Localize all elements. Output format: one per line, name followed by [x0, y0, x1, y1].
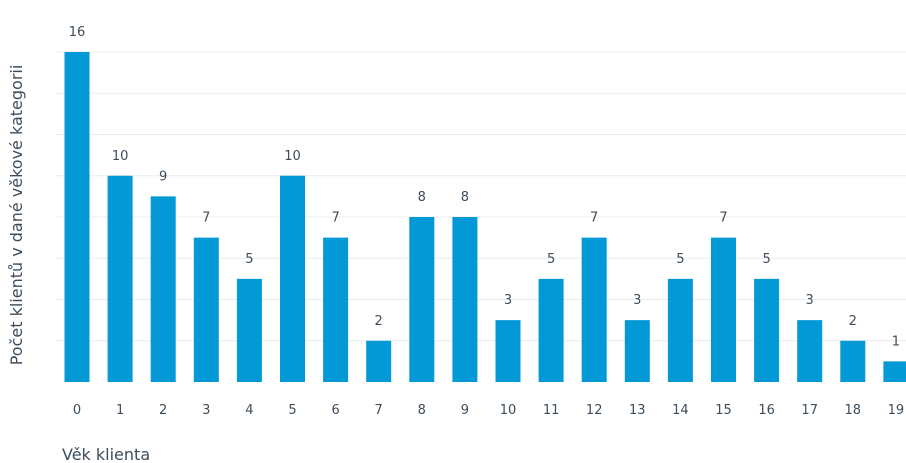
x-tick-label-7: 7 — [375, 403, 383, 418]
x-tick-label-13: 13 — [629, 403, 646, 418]
bar-1 — [107, 175, 133, 382]
data-label-11: 5 — [547, 252, 555, 267]
data-label-14: 5 — [676, 252, 684, 267]
bar-3 — [193, 237, 219, 382]
data-label-12: 7 — [590, 211, 598, 226]
bar-11 — [538, 278, 564, 382]
bar-12 — [581, 237, 607, 382]
x-tick-label-1: 1 — [116, 403, 124, 418]
bar-16 — [754, 278, 780, 382]
bar-9 — [452, 217, 478, 382]
bar-19 — [883, 361, 906, 382]
x-tick-label-2: 2 — [159, 403, 167, 418]
data-label-2: 9 — [159, 169, 167, 184]
x-tick-label-10: 10 — [500, 403, 517, 418]
data-label-8: 8 — [418, 190, 426, 205]
bar-8 — [409, 217, 435, 382]
x-tick-label-18: 18 — [845, 403, 862, 418]
x-axis-title: Věk klienta — [62, 445, 150, 463]
data-label-3: 7 — [202, 211, 210, 226]
x-tick-label-0: 0 — [73, 403, 81, 418]
x-tick-label-4: 4 — [245, 403, 253, 418]
data-label-19: 1 — [892, 334, 900, 349]
bar-4 — [236, 278, 262, 382]
data-label-6: 7 — [331, 211, 339, 226]
data-label-9: 8 — [461, 190, 469, 205]
bar-14 — [667, 278, 693, 382]
bar-7 — [366, 340, 392, 382]
bars — [64, 52, 906, 382]
data-label-4: 5 — [245, 252, 253, 267]
x-tick-label-17: 17 — [801, 403, 818, 418]
x-tick-label-15: 15 — [715, 403, 732, 418]
bar-0 — [64, 52, 90, 382]
data-label-1: 10 — [112, 149, 129, 164]
data-label-10: 3 — [504, 293, 512, 308]
data-label-0: 16 — [69, 25, 86, 40]
bar-15 — [711, 237, 736, 382]
data-label-15: 7 — [719, 211, 727, 226]
bar-13 — [624, 320, 650, 382]
x-tick-label-11: 11 — [543, 403, 560, 418]
data-label-13: 3 — [633, 293, 641, 308]
x-tick-label-14: 14 — [672, 403, 689, 418]
data-label-16: 5 — [762, 252, 770, 267]
x-tick-label-12: 12 — [586, 403, 603, 418]
bar-17 — [797, 320, 823, 382]
x-tick-label-3: 3 — [202, 403, 210, 418]
x-tick-label-19: 19 — [888, 403, 905, 418]
bar-6 — [323, 237, 349, 382]
data-label-17: 3 — [806, 293, 814, 308]
x-tick-label-6: 6 — [331, 403, 339, 418]
x-tick-labels: 0 1 2 3 4 5 6 7 8 9 10 11 12 13 14 15 16 17 18 19 — [73, 403, 904, 418]
y-axis-title: Počet klientů v dané věkové kategorii — [7, 65, 26, 366]
bar-10 — [495, 320, 521, 382]
x-tick-label-9: 9 — [461, 403, 469, 418]
x-tick-label-8: 8 — [418, 403, 426, 418]
data-label-18: 2 — [849, 314, 857, 329]
bar-18 — [840, 340, 866, 382]
x-tick-label-5: 5 — [288, 403, 296, 418]
x-tick-label-16: 16 — [758, 403, 775, 418]
bar-5 — [280, 175, 305, 382]
bar-2 — [150, 196, 176, 382]
data-label-5: 10 — [284, 149, 301, 164]
data-label-7: 2 — [375, 314, 383, 329]
data-labels: 16 10 9 7 5 10 7 2 8 8 3 5 7 3 5 7 5 3 2 1 — [69, 25, 900, 349]
